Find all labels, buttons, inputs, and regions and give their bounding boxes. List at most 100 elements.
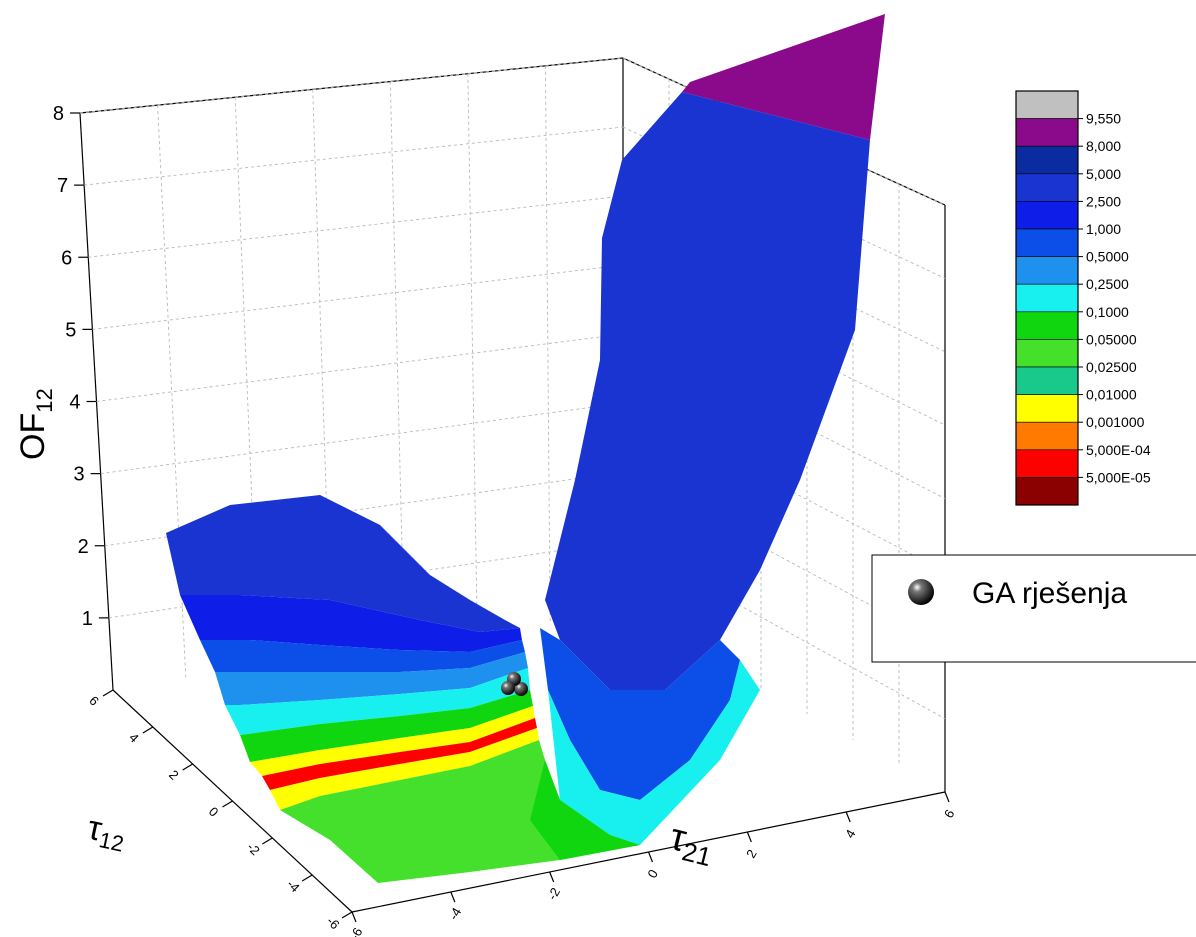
colorbar-swatch [1015, 256, 1079, 285]
z-axis-title-main: OF [14, 413, 52, 460]
y-tick-label: -2 [244, 839, 263, 858]
x-axis-title: τ21 [665, 816, 719, 872]
colorbar-swatch [1015, 394, 1079, 423]
colorbar-label: 0,02500 [1086, 359, 1137, 375]
x-tick-label: -2 [544, 885, 563, 903]
z-tick-label: 6 [61, 247, 72, 269]
z-tick-label: 1 [82, 608, 93, 630]
surface-band-0_1 [225, 668, 530, 735]
surface-band-2_5 [166, 495, 520, 632]
ga-solution-point [514, 682, 528, 696]
y-tick-mark [262, 837, 273, 845]
surface-band-0_001 [250, 706, 535, 776]
grid-line [84, 126, 624, 186]
colorbar-label: 2,500 [1086, 193, 1121, 209]
surface-band-0_1r [548, 660, 760, 845]
grid-line [622, 126, 946, 279]
x-tick-label: 0 [644, 867, 661, 881]
colorbar-swatch [1015, 421, 1079, 451]
grid-line [92, 264, 624, 330]
x-tick-label: -6 [347, 925, 366, 937]
colorbar-label: 8,000 [1086, 138, 1121, 154]
y-tick-mark [182, 763, 193, 771]
z-tick-label: 7 [57, 175, 68, 197]
colorbar-label: 1,000 [1086, 221, 1121, 237]
surface-band-0_05r [530, 760, 640, 860]
y-tick-mark [341, 911, 353, 919]
surface-band-0_05 [240, 690, 533, 762]
legend: GA rješenja [871, 554, 1196, 663]
z-tick-label: 5 [65, 319, 76, 341]
colorbar-swatch [1015, 118, 1079, 147]
colorbar-swatch [1015, 449, 1079, 478]
y-tick-label: 4 [126, 730, 142, 746]
colorbar-frame [1015, 90, 1079, 506]
y-axis-title: τ12 [84, 809, 130, 857]
colorbar-label: 0,5000 [1086, 249, 1129, 265]
y-tick-label: 0 [206, 804, 222, 820]
colorbar-label: 5,000 [1086, 166, 1121, 182]
x-tick-label: 2 [743, 847, 760, 861]
z-axis-ticks: 8 7 6 5 4 3 2 1 [53, 103, 109, 630]
grid-line [96, 333, 624, 402]
grid-line [79, 57, 624, 114]
surface-band-0_001b [270, 728, 539, 810]
x-tick-label: -4 [446, 905, 465, 923]
colorbar-label: 0,001000 [1086, 414, 1145, 430]
colorbar-swatch [1015, 283, 1079, 313]
colorbar-swatch [1015, 477, 1079, 506]
x-tick-label: 4 [842, 827, 859, 841]
surface-band-0_25 [215, 652, 528, 705]
colorbar-swatch [1015, 366, 1079, 395]
z-tick-label: 4 [69, 392, 80, 414]
grid-line [312, 89, 333, 656]
x-tick-mark [647, 851, 654, 863]
surface-band-5 [545, 92, 870, 690]
surface-band-0_5r [540, 628, 740, 800]
colorbar-swatch [1015, 311, 1079, 340]
colorbar-label: 0,1000 [1086, 304, 1129, 320]
colorbar-swatch [1015, 228, 1079, 257]
grid-line [88, 195, 624, 258]
x-tick-mark [845, 811, 851, 823]
grid-line [544, 65, 551, 622]
y-tick-label: -4 [284, 876, 303, 895]
surface-band-1 [180, 595, 522, 652]
y-tick-label: 2 [166, 767, 182, 783]
z-axis-title-sub: 12 [32, 388, 57, 412]
colorbar-swatch [1015, 145, 1079, 175]
colorbar-label: 0,05000 [1086, 331, 1137, 347]
x-tick-mark [746, 831, 752, 843]
objective-surface [166, 14, 885, 883]
legend-marker [908, 579, 934, 605]
y-tick-mark [222, 800, 233, 808]
y-tick-mark [301, 874, 313, 882]
y-axis-title-sub: 12 [97, 827, 126, 857]
y-tick-label: -6 [324, 913, 343, 932]
colorbar-swatch [1015, 90, 1079, 119]
x-tick-mark [450, 891, 456, 903]
y-tick-mark [102, 689, 114, 697]
colorbar-swatch [1015, 339, 1079, 368]
x-tick-mark [549, 871, 555, 883]
x-tick-mark [944, 791, 950, 803]
ga-solution-point [501, 681, 515, 695]
colorbar-swatch [1015, 201, 1079, 230]
surface-band-8 [682, 14, 885, 140]
colorbar-label: 0,2500 [1086, 276, 1129, 292]
x-axis-title-sub: 21 [679, 836, 714, 872]
z-axis-title: OF12 [14, 388, 57, 460]
surface-band-5e-05 [262, 718, 537, 790]
colorbar: 9,550 8,000 5,000 2,500 1,000 0,5000 0,2500 0,1… [1015, 90, 1151, 506]
surface-band-0_5 [200, 640, 525, 672]
colorbar-label: 0,01000 [1086, 387, 1137, 403]
colorbar-label: 9,550 [1086, 111, 1121, 127]
legend-box [871, 554, 1196, 663]
z-tick-label: 2 [78, 536, 89, 558]
colorbar-swatch [1015, 173, 1079, 202]
y-tick-mark [142, 726, 154, 734]
z-tick-label: 3 [74, 464, 85, 486]
colorbar-label: 5,000E-05 [1086, 469, 1151, 485]
